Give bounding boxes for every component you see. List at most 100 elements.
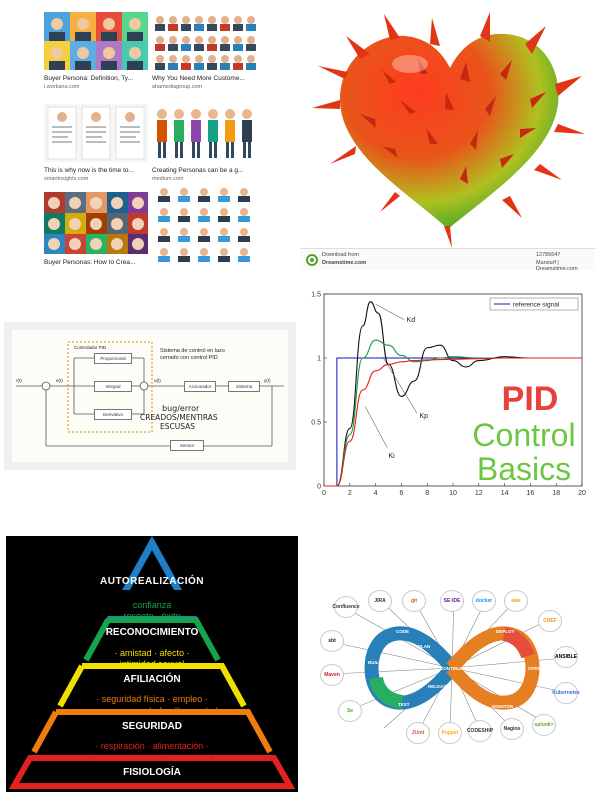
- handwritten-note-3: ESCUSAS: [160, 422, 196, 431]
- y-tick-label: 1: [317, 356, 321, 363]
- result-source: medium.com: [152, 176, 184, 182]
- level-text-afiliacion-2: intimidad sexual: [119, 659, 185, 669]
- x-tick-label: 20: [578, 490, 586, 497]
- x-tick-label: 4: [374, 490, 378, 497]
- legend-label-reference: reference signal: [513, 302, 560, 309]
- x-tick-label: 8: [425, 490, 429, 497]
- derivative-block: Derivativo: [94, 409, 132, 420]
- x-tick-label: 10: [449, 490, 457, 497]
- selenium-ide-logo: SE·IDE: [440, 590, 464, 612]
- result-source: i.workana.com: [44, 84, 80, 90]
- search-result[interactable]: Buyer Personas: How to Crea...: [44, 192, 148, 267]
- system-block: Sistema: [228, 381, 260, 392]
- junit-logo: JUnit: [406, 722, 430, 744]
- series-label-ki: Ki: [389, 453, 396, 460]
- download-banner[interactable]: Download from Dreamstime.com 12785647 Ma…: [300, 248, 595, 270]
- level-text-reconocimiento-1: confianza: [132, 600, 172, 610]
- result-thumbnail[interactable]: [44, 12, 148, 70]
- pid-title-line1: PID: [502, 380, 559, 418]
- level-text-seguridad-2: recursos · moral · familiar · salud: [86, 706, 218, 716]
- result-thumbnail[interactable]: [44, 192, 148, 254]
- result-source: ahamediagroup.com: [152, 84, 203, 90]
- x-tick-label: 6: [399, 490, 403, 497]
- handwritten-note-1: bug/error: [162, 404, 200, 413]
- result-thumbnail[interactable]: [152, 12, 256, 70]
- proportional-block: Proporcional: [94, 353, 132, 364]
- search-result[interactable]: Why You Need More Custome... ahamediagro…: [152, 12, 256, 91]
- loop-label-plan: PLAN: [418, 644, 430, 649]
- download-site-label[interactable]: Dreamstime.com: [322, 260, 367, 266]
- jira-logo: JIRA: [368, 590, 392, 612]
- search-result[interactable]: [152, 184, 256, 264]
- loop-label-test: TEST: [398, 702, 410, 707]
- image-author-label: Marsiurf | Dreamstime.com: [536, 260, 578, 270]
- dreamstime-logo-icon: [306, 254, 318, 266]
- result-caption[interactable]: This is why now is the time to...: [44, 167, 134, 174]
- pid-block-diagram-tile: Controlador PID Sistema de control en la…: [4, 322, 296, 470]
- search-result[interactable]: This is why now is the time to... smarti…: [44, 104, 148, 183]
- legend-box: [489, 297, 579, 311]
- avatar-icons-thumbnail: [158, 188, 250, 262]
- loop-label-operate: OPERATE: [528, 666, 549, 671]
- pid-title-line3: Basics: [477, 451, 571, 487]
- result-thumbnail[interactable]: [44, 104, 148, 162]
- result-caption[interactable]: Buyer Personas: How to Crea...: [44, 259, 136, 266]
- spiky-heart-illustration: [312, 12, 585, 248]
- search-result[interactable]: Creating Personas can be a g... medium.c…: [152, 104, 256, 183]
- loop-label-deploy: DEPLOY: [496, 629, 515, 634]
- x-tick-label: 2: [348, 490, 352, 497]
- pyramid-shape: [8, 536, 296, 789]
- level-title-fisiologia: FISIOLOGÍA: [123, 767, 181, 778]
- level-title-afiliacion: AFILIACIÓN: [123, 674, 181, 685]
- result-caption[interactable]: Creating Personas can be a g...: [152, 167, 244, 174]
- level-text-fisiologia-1: · respiración · alimentación ·: [95, 741, 209, 751]
- x-tick-label: 16: [527, 490, 535, 497]
- git-logo: git: [402, 590, 426, 612]
- maven-logo: Maven: [320, 664, 344, 686]
- x-tick-label: 0: [322, 490, 326, 497]
- selenium-logo: Se: [338, 700, 362, 722]
- codeship-logo: CODESHIP: [467, 720, 493, 742]
- cartoon-people-thumbnail: [157, 109, 252, 158]
- persona-grid-thumbnail: [44, 12, 148, 70]
- signal-r-label: r(t): [16, 378, 22, 383]
- pid-step-response-chart: 0 2 4 6 8 10 12 14 16 18 20 0 0.5 1 1.5 Kd Kp Ki reference…: [311, 292, 586, 498]
- y-tick-label: 0.5: [311, 420, 321, 427]
- signal-e-label: e(t): [56, 378, 63, 383]
- actuator-block: Accionador: [184, 381, 216, 392]
- pid-control-chart-tile: 0 2 4 6 8 10 12 14 16 18 20 0 0.5 1 1.5 Kd Kp Ki reference…: [300, 282, 596, 512]
- nagios-logo: Nagios: [500, 718, 524, 740]
- signal-u-label: u(t): [154, 378, 161, 383]
- docker-logo: docker: [472, 590, 496, 612]
- loop-label-monitor: MONITOR: [492, 704, 514, 709]
- image-search-results-tile: Buyer Persona: Definition, Ty... i.worka…: [40, 8, 260, 270]
- block-diagram-canvas: Controlador PID Sistema de control en la…: [12, 330, 288, 462]
- series-line-kp: [324, 339, 582, 487]
- result-thumbnail[interactable]: [152, 104, 256, 162]
- level-text-reconocimiento-2: respeto · éxito: [123, 611, 181, 621]
- ansible-logo: ANSIBLE: [554, 646, 578, 668]
- chef-logo: CHEF: [538, 610, 562, 632]
- kubernetes-logo: Kubernetes: [552, 682, 580, 704]
- kp-pointer: [383, 357, 418, 414]
- aws-logo: aws: [504, 590, 528, 612]
- search-result[interactable]: Buyer Persona: Definition, Ty... i.worka…: [44, 12, 148, 91]
- puppet-logo: Puppet: [438, 722, 462, 744]
- result-caption[interactable]: Buyer Persona: Definition, Ty...: [44, 75, 133, 82]
- diagram-title-line1: Sistema de control en lazo: [160, 348, 225, 354]
- y-tick-label: 1.5: [311, 292, 321, 299]
- people-avatars-thumbnail: [155, 16, 256, 70]
- series-label-kd: Kd: [407, 317, 416, 324]
- x-tick-label: 12: [475, 490, 483, 497]
- pid-title-line2: Control: [472, 417, 575, 453]
- sbt-logo: sbt: [320, 630, 344, 652]
- controller-label: Controlador PID: [74, 345, 107, 350]
- signal-y-label: y(t): [264, 378, 271, 383]
- result-thumbnail[interactable]: [152, 184, 256, 264]
- needs-pyramid-tile: AUTOREALIZACIÓN confianza respeto · éxit…: [6, 536, 298, 792]
- result-caption[interactable]: Why You Need More Custome...: [152, 75, 245, 82]
- loop-label-release: RELEASE: [428, 684, 449, 689]
- level-text-afiliacion-1: · amistad · afecto ·: [114, 648, 190, 658]
- x-tick-label: 18: [552, 490, 560, 497]
- spiky-heart-image-tile: Download from Dreamstime.com 12785647 Ma…: [300, 4, 595, 270]
